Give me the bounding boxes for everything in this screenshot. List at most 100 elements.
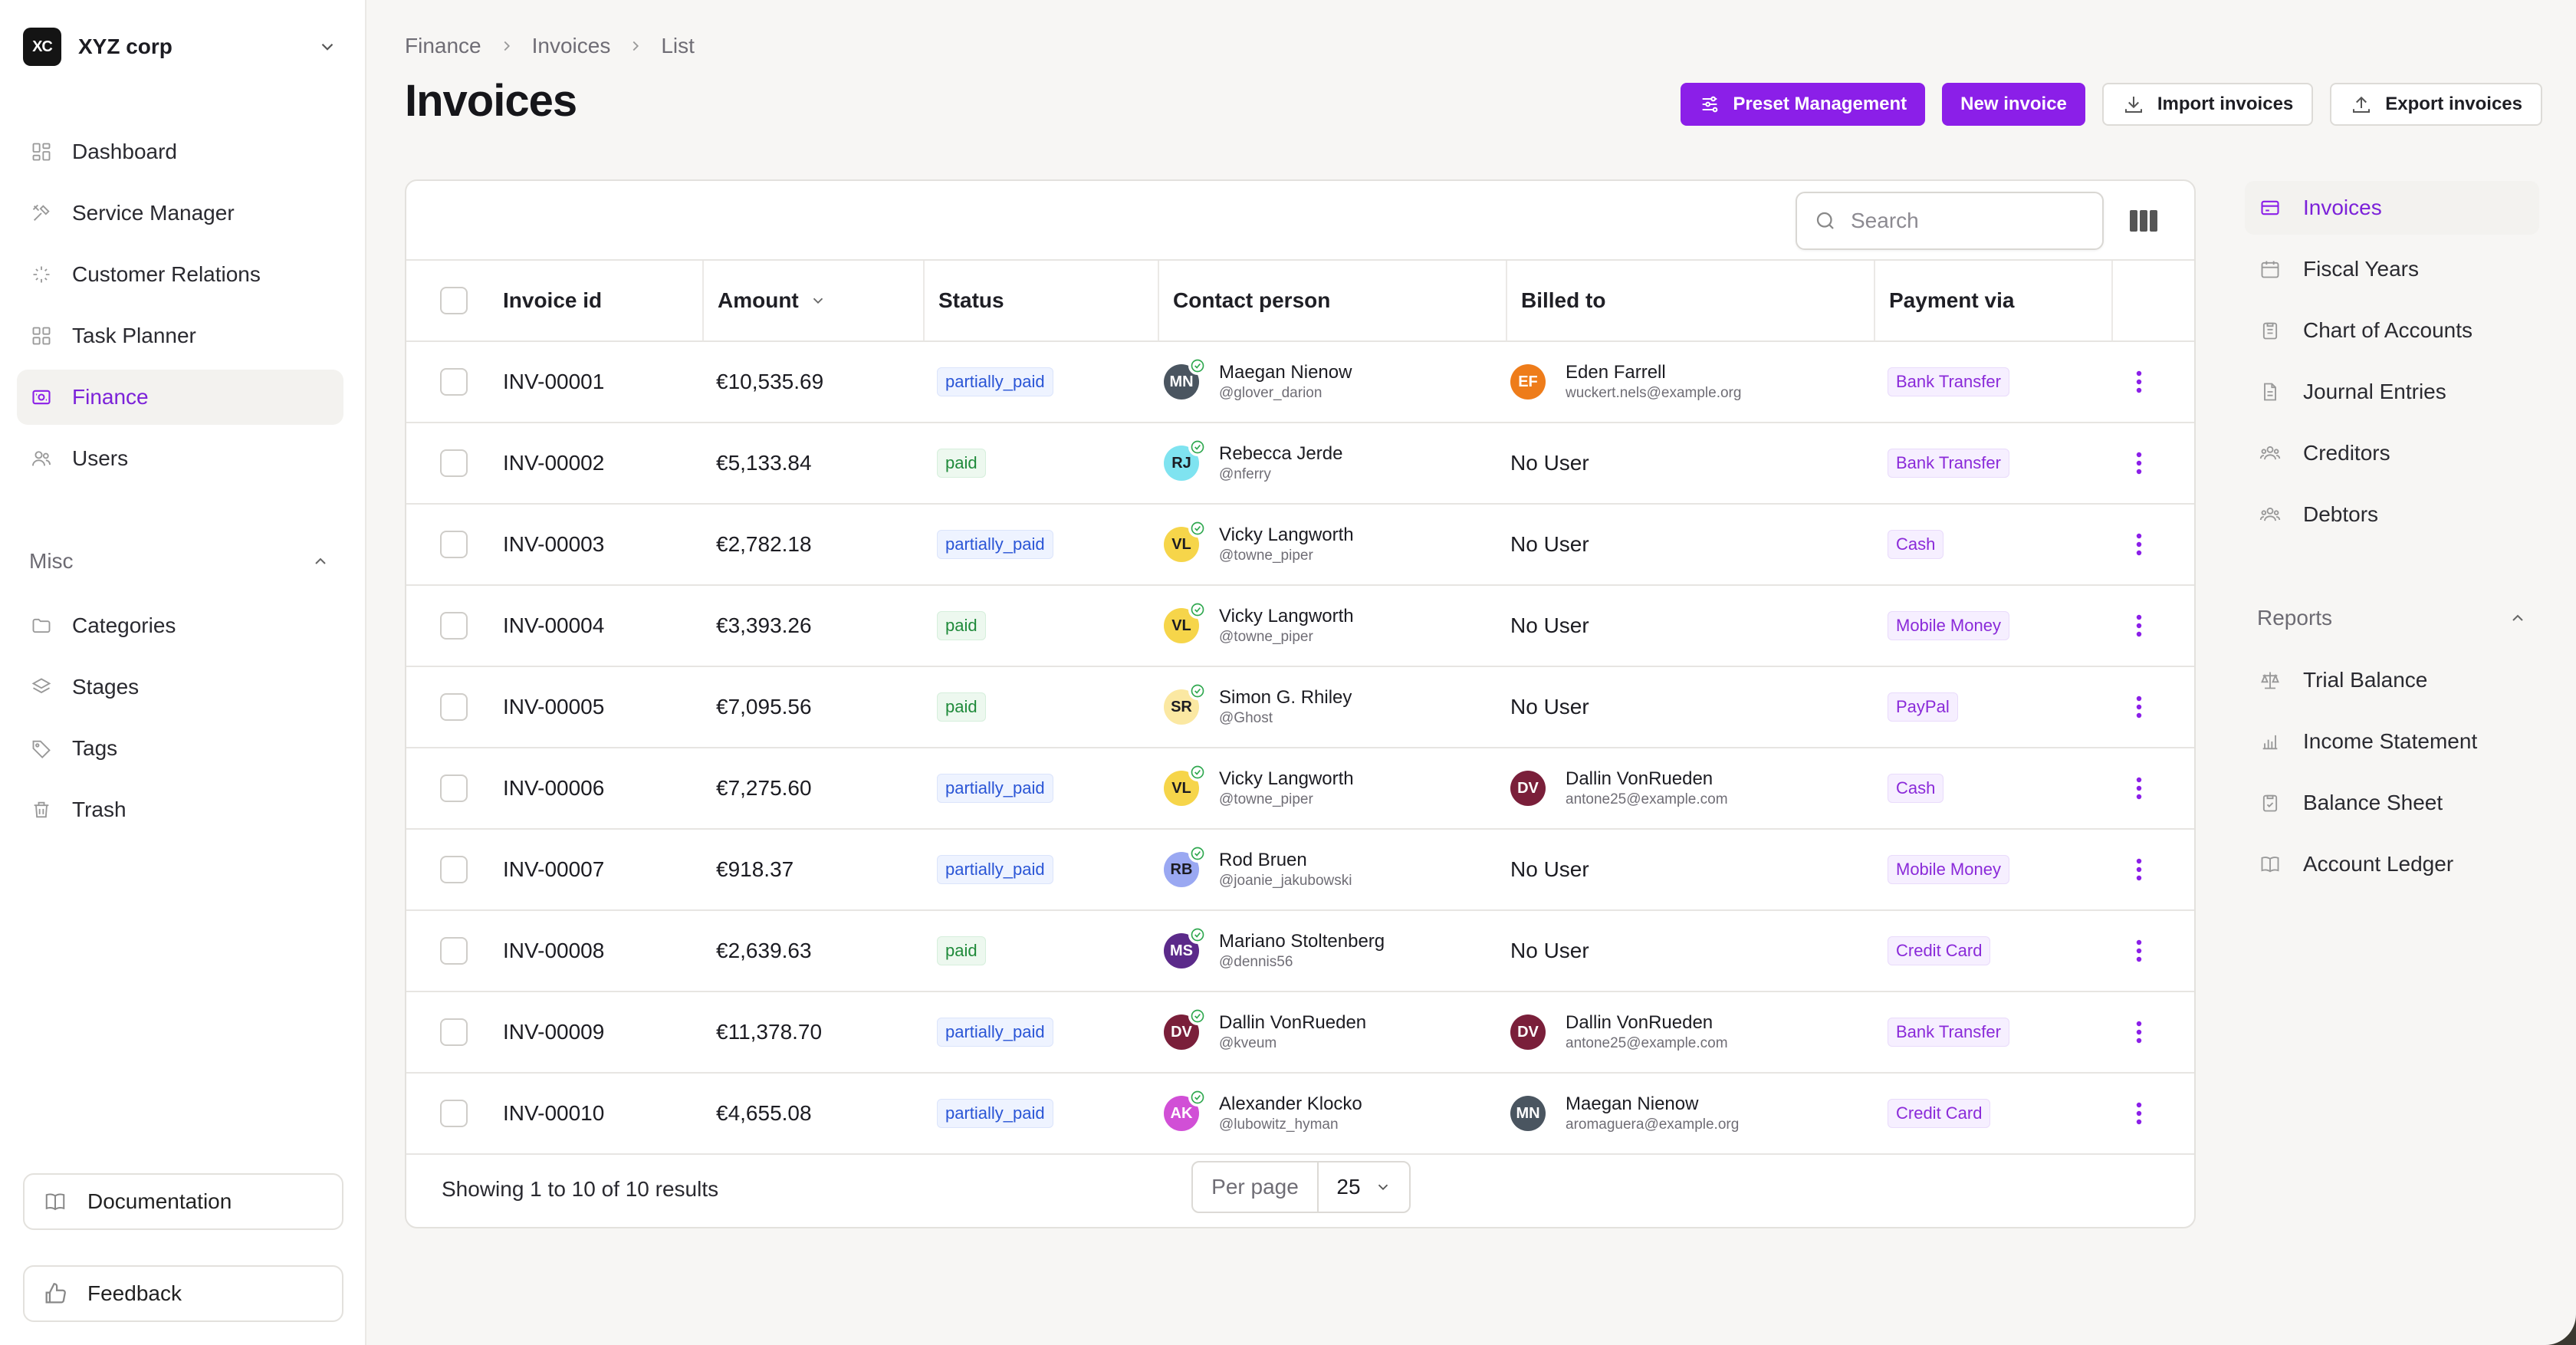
preset-management-button[interactable]: Preset Management [1681,83,1926,126]
sidebar-item-categories[interactable]: Categories [17,598,343,653]
breadcrumb-finance[interactable]: Finance [405,34,481,58]
row-checkbox[interactable] [440,1018,468,1046]
search-input[interactable]: Search [1796,192,2104,250]
row-actions-button[interactable] [2136,586,2142,666]
invoice-id[interactable]: INV-00002 [503,451,605,475]
row-checkbox[interactable] [440,693,468,721]
invoice-id[interactable]: INV-00007 [503,857,605,881]
row-actions-button[interactable] [2136,748,2142,828]
subnav-balance-sheet[interactable]: Balance Sheet [2245,776,2539,830]
row-actions-button[interactable] [2136,992,2142,1072]
row-checkbox[interactable] [440,856,468,883]
invoice-id[interactable]: INV-00004 [503,613,605,637]
table-row[interactable]: INV-00005 €7,095.56 paid SR Simon G. Rhiley @… [406,667,2194,748]
billed-to-cell: MN Maegan Nienow aromaguera@example.org [1510,1074,1739,1153]
payment-cell: PayPal [1888,667,1958,747]
contact-person[interactable]: MN Maegan Nienow @glover_darion [1164,357,1352,403]
row-actions-button[interactable] [2136,1074,2142,1153]
column-status[interactable]: Status [923,261,1158,340]
invoice-id[interactable]: INV-00009 [503,1020,605,1044]
contact-person[interactable]: VL Vicky Langworth @towne_piper [1164,600,1354,646]
row-checkbox[interactable] [440,368,468,396]
misc-section-toggle[interactable]: Misc [29,544,330,578]
grid-icon [29,324,54,348]
per-page-value[interactable]: 25 [1319,1175,1409,1199]
row-checkbox[interactable] [440,612,468,640]
table-row[interactable]: INV-00008 €2,639.63 paid MS Mariano Stoltenb… [406,911,2194,992]
sidebar-item-label: Stages [72,675,140,699]
row-checkbox[interactable] [440,1100,468,1127]
per-page-select[interactable]: Per page 25 [1191,1161,1411,1213]
invoice-id[interactable]: INV-00001 [503,370,605,393]
sidebar-item-finance[interactable]: Finance [17,370,343,425]
contact-person[interactable]: DV Dallin VonRueden @kveum [1164,1007,1366,1053]
sidebar-item-task-planner[interactable]: Task Planner [17,308,343,363]
contact-person[interactable]: SR Simon G. Rhiley @Ghost [1164,682,1352,728]
row-actions-button[interactable] [2136,423,2142,503]
table-row[interactable]: INV-00004 €3,393.26 paid VL Vicky Langworth @… [406,586,2194,667]
sidebar-item-dashboard[interactable]: Dashboard [17,124,343,179]
subnav-chart-of-accounts[interactable]: Chart of Accounts [2245,304,2539,357]
contact-person[interactable]: VL Vicky Langworth @towne_piper [1164,519,1354,565]
sidebar-item-trash[interactable]: Trash [17,782,343,837]
person-text: Simon G. Rhiley @Ghost [1219,686,1352,728]
breadcrumb-invoices[interactable]: Invoices [531,34,611,58]
feedback-button[interactable]: Feedback [23,1265,343,1322]
payment-cell: Bank Transfer [1888,423,2009,503]
subnav-creditors[interactable]: Creditors [2245,426,2539,480]
row-checkbox[interactable] [440,774,468,802]
column-billed-to[interactable]: Billed to [1506,261,1874,340]
row-actions-button[interactable] [2136,667,2142,747]
subnav-debtors[interactable]: Debtors [2245,488,2539,541]
row-checkbox[interactable] [440,449,468,477]
contact-person[interactable]: MS Mariano Stoltenberg @dennis56 [1164,926,1385,972]
sidebar-item-stages[interactable]: Stages [17,659,343,715]
invoice-id[interactable]: INV-00008 [503,939,605,962]
documentation-button[interactable]: Documentation [23,1173,343,1230]
invoice-id[interactable]: INV-00006 [503,776,605,800]
table-row[interactable]: INV-00003 €2,782.18 partially_paid VL Vicky … [406,505,2194,586]
subnav-trial-balance[interactable]: Trial Balance [2245,653,2539,707]
subnav-journal-entries[interactable]: Journal Entries [2245,365,2539,419]
column-toggle-button[interactable] [2128,207,2159,235]
reports-section-toggle[interactable]: Reports [2257,601,2527,635]
row-actions-button[interactable] [2136,505,2142,584]
table-row[interactable]: INV-00007 €918.37 partially_paid RB Rod Brue… [406,830,2194,911]
row-checkbox[interactable] [440,937,468,965]
new-invoice-button[interactable]: New invoice [1942,83,2085,126]
contact-person[interactable]: RB Rod Bruen @joanie_jakubowski [1164,844,1352,890]
sidebar-item-service-manager[interactable]: Service Manager [17,186,343,241]
contact-person[interactable]: VL Vicky Langworth @towne_piper [1164,763,1354,809]
column-invoice-id[interactable]: Invoice id [489,261,715,340]
sidebar-item-customer-relations[interactable]: Customer Relations [17,247,343,302]
row-actions-button[interactable] [2136,830,2142,909]
subnav-income-statement[interactable]: Income Statement [2245,715,2539,768]
row-checkbox[interactable] [440,531,468,558]
org-switcher[interactable]: XC XYZ corp [23,26,343,67]
invoice-id[interactable]: INV-00003 [503,532,605,556]
table-row[interactable]: INV-00006 €7,275.60 partially_paid VL Vicky … [406,748,2194,830]
row-actions-button[interactable] [2136,342,2142,422]
sidebar-item-tags[interactable]: Tags [17,721,343,776]
contact-person[interactable]: RJ Rebecca Jerde @nferry [1164,438,1342,484]
row-actions-button[interactable] [2136,911,2142,991]
subnav-invoices[interactable]: Invoices [2245,181,2539,235]
table-row[interactable]: INV-00002 €5,133.84 paid RJ Rebecca Jerde @nf… [406,423,2194,505]
table-row[interactable]: INV-00010 €4,655.08 partially_paid AK Alexan… [406,1074,2194,1155]
export-invoices-button[interactable]: Export invoices [2330,83,2542,126]
column-contact[interactable]: Contact person [1158,261,1506,340]
column-payment[interactable]: Payment via [1874,261,2111,340]
sidebar-item-users[interactable]: Users [17,431,343,486]
column-amount[interactable]: Amount [702,261,923,340]
subnav-account-ledger[interactable]: Account Ledger [2245,837,2539,891]
select-all-checkbox[interactable] [440,287,468,314]
subnav-fiscal-years[interactable]: Fiscal Years [2245,242,2539,296]
sparkles-icon [29,262,54,287]
contact-person[interactable]: AK Alexander Klocko @lubowitz_hyman [1164,1088,1362,1134]
import-invoices-button[interactable]: Import invoices [2101,83,2314,126]
table-row[interactable]: INV-00001 €10,535.69 partially_paid MN Maega… [406,342,2194,423]
invoice-id[interactable]: INV-00005 [503,695,605,719]
avatar: RB [1164,844,1207,887]
invoice-id[interactable]: INV-00010 [503,1101,605,1125]
table-row[interactable]: INV-00009 €11,378.70 partially_paid DV Dalli… [406,992,2194,1074]
